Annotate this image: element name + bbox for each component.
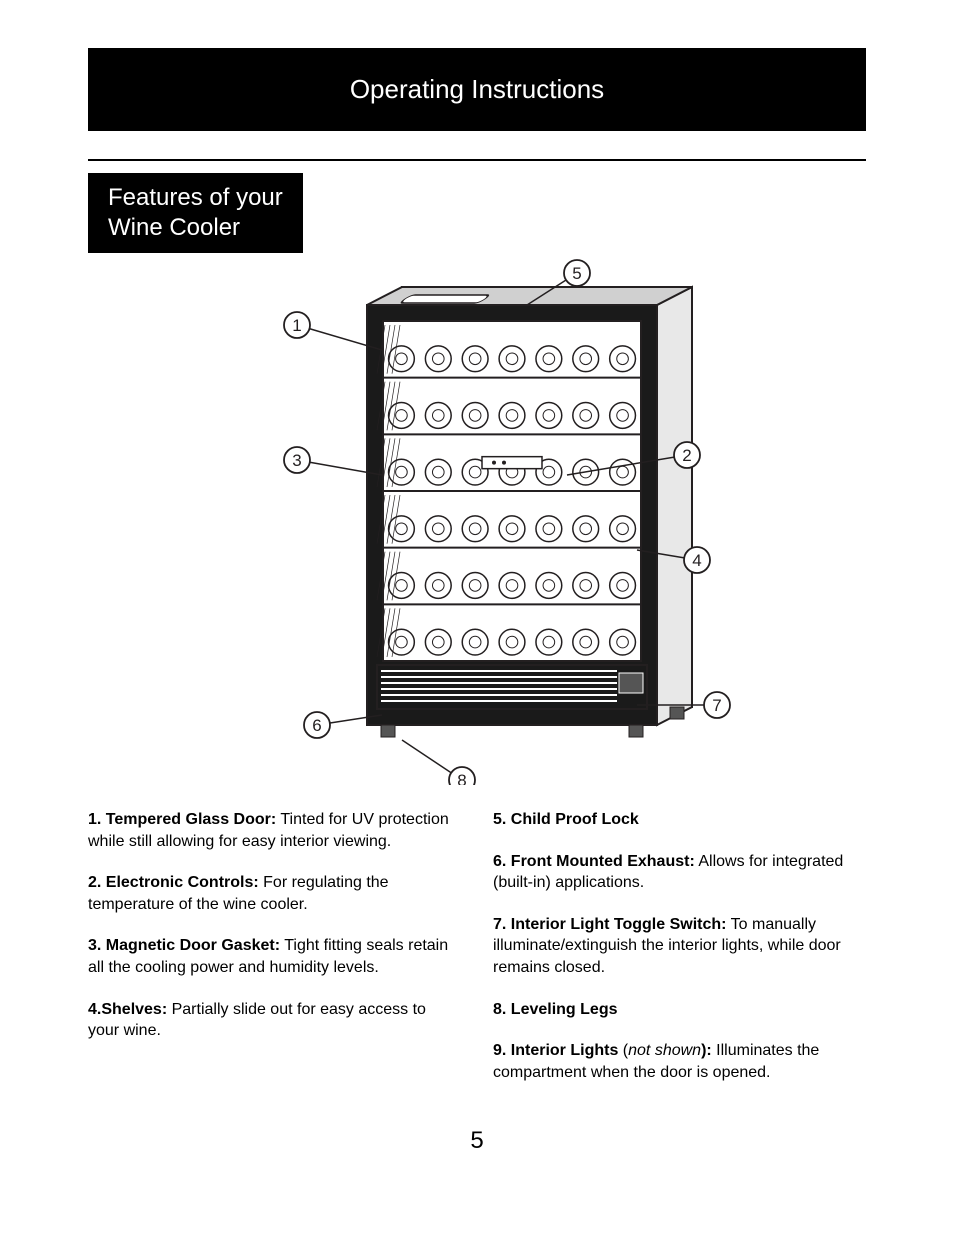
svg-text:5: 5 xyxy=(572,264,581,283)
subheader-line2: Wine Cooler xyxy=(108,213,283,243)
feature-item: 7. Interior Light Toggle Switch: To manu… xyxy=(493,914,866,979)
feature-item: 2. Electronic Controls: For regulating t… xyxy=(88,872,461,915)
page-header-title: Operating Instructions xyxy=(350,74,604,104)
svg-text:4: 4 xyxy=(692,551,701,570)
wine-cooler-diagram: 1 5 3 2 4 6 7 8 xyxy=(197,245,757,785)
svg-text:7: 7 xyxy=(712,696,721,715)
feature-label: 9. Interior Lights xyxy=(493,1042,618,1059)
svg-text:2: 2 xyxy=(682,446,691,465)
page-number: 5 xyxy=(88,1127,866,1155)
page-header: Operating Instructions xyxy=(88,48,866,131)
feature-label: 3. Magnetic Door Gasket: xyxy=(88,937,280,954)
feature-item: 3. Magnetic Door Gasket: Tight fitting s… xyxy=(88,935,461,978)
feature-column-right: 5. Child Proof Lock 6. Front Mounted Exha… xyxy=(493,809,866,1103)
diagram-container: 1 5 3 2 4 6 7 8 xyxy=(88,245,866,785)
svg-text:6: 6 xyxy=(312,716,321,735)
svg-text:1: 1 xyxy=(292,316,301,335)
feature-label: 7. Interior Light Toggle Switch: xyxy=(493,916,726,933)
divider xyxy=(88,159,866,161)
feature-label: 6. Front Mounted Exhaust: xyxy=(493,853,695,870)
feature-item: 6. Front Mounted Exhaust: Allows for int… xyxy=(493,851,866,894)
svg-text:8: 8 xyxy=(457,771,466,785)
subheader-line1: Features of your xyxy=(108,183,283,213)
feature-item: 5. Child Proof Lock xyxy=(493,809,866,831)
feature-label: 5. Child Proof Lock xyxy=(493,811,639,828)
section-subheader: Features of your Wine Cooler xyxy=(88,173,303,253)
feature-note-italic: not shown xyxy=(628,1042,701,1059)
feature-item: 4.Shelves: Partially slide out for easy … xyxy=(88,999,461,1042)
feature-item: 9. Interior Lights (not shown): Illumina… xyxy=(493,1040,866,1083)
feature-column-left: 1. Tempered Glass Door: Tinted for UV pr… xyxy=(88,809,461,1103)
feature-label: 8. Leveling Legs xyxy=(493,1001,617,1018)
feature-item: 1. Tempered Glass Door: Tinted for UV pr… xyxy=(88,809,461,852)
svg-text:3: 3 xyxy=(292,451,301,470)
feature-columns: 1. Tempered Glass Door: Tinted for UV pr… xyxy=(88,809,866,1103)
feature-label: 4.Shelves: xyxy=(88,1001,167,1018)
feature-label: 2. Electronic Controls: xyxy=(88,874,259,891)
feature-label: 1. Tempered Glass Door: xyxy=(88,811,276,828)
feature-item: 8. Leveling Legs xyxy=(493,999,866,1021)
